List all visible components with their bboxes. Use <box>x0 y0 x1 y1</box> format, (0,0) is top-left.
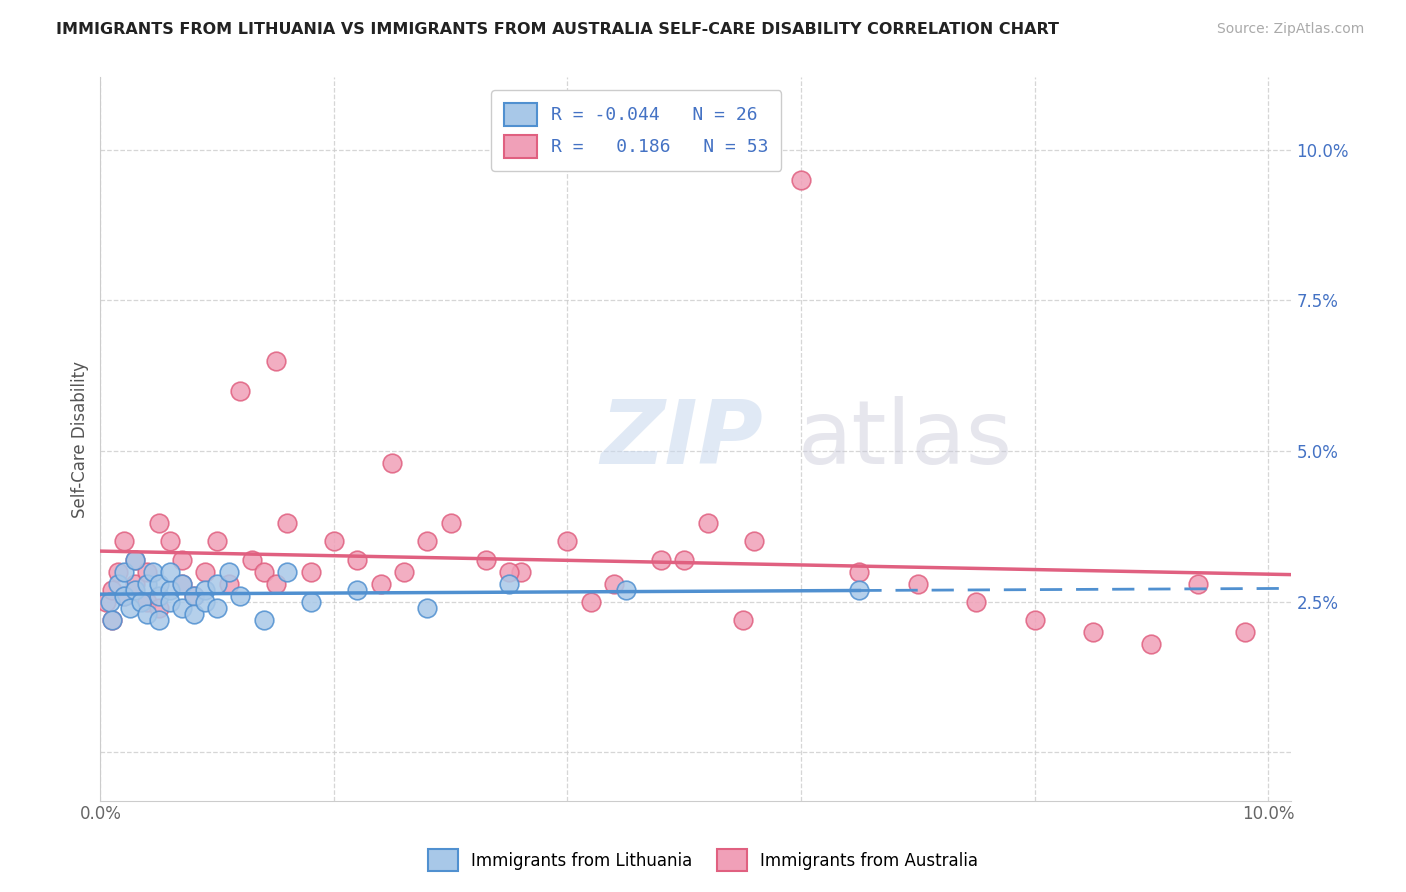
Point <box>148 576 170 591</box>
Point <box>148 600 170 615</box>
Point <box>136 607 159 621</box>
Point <box>107 565 129 579</box>
Point <box>183 607 205 621</box>
Point <box>696 516 718 531</box>
Point <box>136 576 159 591</box>
Point <box>148 516 170 531</box>
Point <box>172 552 194 566</box>
Point <box>205 576 228 591</box>
Legend: R = -0.044   N = 26, R =   0.186   N = 53: R = -0.044 N = 26, R = 0.186 N = 53 <box>492 90 782 170</box>
Point <box>1081 624 1104 639</box>
Point <box>142 565 165 579</box>
Point <box>848 582 870 597</box>
Point <box>603 576 626 591</box>
Point <box>124 552 146 566</box>
Point <box>1187 576 1209 591</box>
Point <box>194 582 217 597</box>
Point <box>205 600 228 615</box>
Point <box>101 613 124 627</box>
Point <box>172 576 194 591</box>
Point <box>1140 637 1163 651</box>
Point <box>218 565 240 579</box>
Point <box>124 582 146 597</box>
Point <box>112 589 135 603</box>
Point <box>742 534 765 549</box>
Point <box>148 589 170 603</box>
Point <box>124 552 146 566</box>
Point <box>440 516 463 531</box>
Point <box>276 565 298 579</box>
Point <box>498 565 520 579</box>
Point <box>346 552 368 566</box>
Point <box>299 565 322 579</box>
Point <box>299 595 322 609</box>
Point <box>416 534 439 549</box>
Point <box>96 595 118 609</box>
Point <box>194 565 217 579</box>
Point <box>183 589 205 603</box>
Point <box>474 552 496 566</box>
Point <box>1233 624 1256 639</box>
Point <box>172 600 194 615</box>
Point <box>240 552 263 566</box>
Point <box>118 600 141 615</box>
Point <box>253 565 276 579</box>
Point <box>194 595 217 609</box>
Text: atlas: atlas <box>797 395 1012 483</box>
Point <box>498 576 520 591</box>
Point <box>98 595 121 609</box>
Point <box>848 565 870 579</box>
Point <box>183 589 205 603</box>
Point <box>148 613 170 627</box>
Point <box>614 582 637 597</box>
Point <box>101 613 124 627</box>
Point <box>112 589 135 603</box>
Point <box>322 534 344 549</box>
Point <box>557 534 579 549</box>
Point <box>790 173 813 187</box>
Y-axis label: Self-Care Disability: Self-Care Disability <box>72 360 89 517</box>
Point <box>264 353 287 368</box>
Point <box>229 384 252 398</box>
Point <box>101 582 124 597</box>
Point <box>172 576 194 591</box>
Point <box>650 552 672 566</box>
Point <box>392 565 415 579</box>
Point <box>159 534 181 549</box>
Point <box>264 576 287 591</box>
Point <box>107 576 129 591</box>
Point <box>218 576 240 591</box>
Point <box>124 576 146 591</box>
Point <box>253 613 276 627</box>
Point <box>276 516 298 531</box>
Point <box>731 613 754 627</box>
Point <box>112 534 135 549</box>
Point <box>579 595 602 609</box>
Text: ZIP: ZIP <box>600 395 763 483</box>
Point <box>112 565 135 579</box>
Point <box>159 582 181 597</box>
Point <box>346 582 368 597</box>
Point <box>965 595 987 609</box>
Point <box>159 595 181 609</box>
Point <box>229 589 252 603</box>
Point <box>129 595 152 609</box>
Point <box>136 565 159 579</box>
Text: Source: ZipAtlas.com: Source: ZipAtlas.com <box>1216 22 1364 37</box>
Point <box>205 534 228 549</box>
Legend: Immigrants from Lithuania, Immigrants from Australia: Immigrants from Lithuania, Immigrants fr… <box>419 841 987 880</box>
Point <box>381 456 404 470</box>
Point <box>509 565 531 579</box>
Point <box>1024 613 1046 627</box>
Point <box>907 576 929 591</box>
Point <box>416 600 439 615</box>
Point <box>673 552 696 566</box>
Point <box>136 595 159 609</box>
Point <box>370 576 392 591</box>
Point <box>159 565 181 579</box>
Text: IMMIGRANTS FROM LITHUANIA VS IMMIGRANTS FROM AUSTRALIA SELF-CARE DISABILITY CORR: IMMIGRANTS FROM LITHUANIA VS IMMIGRANTS … <box>56 22 1059 37</box>
